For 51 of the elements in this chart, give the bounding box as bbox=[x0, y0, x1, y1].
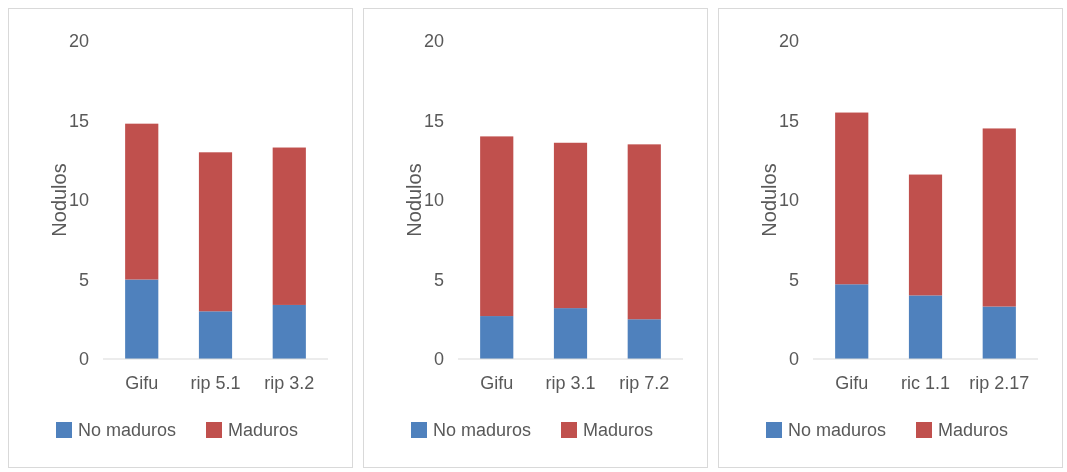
y-axis-title: Nodulos bbox=[758, 163, 780, 237]
y-tick-label: 0 bbox=[78, 349, 89, 370]
y-tick-label: 10 bbox=[68, 190, 89, 211]
x-tick-label: Gifu bbox=[835, 373, 869, 393]
y-axis-title: Nodulos bbox=[403, 163, 425, 237]
bar bbox=[198, 311, 233, 359]
bar bbox=[835, 284, 869, 359]
legend-label: Maduros bbox=[938, 420, 1009, 441]
y-tick-label: 0 bbox=[788, 349, 799, 370]
y-tick-label: 15 bbox=[68, 110, 89, 131]
bar bbox=[627, 319, 661, 359]
legend-label: Maduros bbox=[228, 420, 299, 441]
bar bbox=[908, 174, 943, 296]
bar bbox=[553, 308, 588, 359]
y-tick-label: 10 bbox=[778, 190, 799, 211]
y-tick-label: 20 bbox=[778, 31, 799, 52]
x-tick-label: Gifu bbox=[480, 373, 514, 393]
x-tick-label: rip 3.2 bbox=[264, 373, 315, 393]
x-tick-label: ric 1.1 bbox=[900, 373, 951, 393]
bar bbox=[982, 128, 1016, 307]
bar bbox=[982, 306, 1016, 359]
legend-label: Maduros bbox=[583, 420, 654, 441]
bar bbox=[125, 123, 159, 280]
bar bbox=[198, 152, 233, 312]
y-tick-label: 10 bbox=[423, 190, 444, 211]
y-tick-label: 0 bbox=[433, 349, 444, 370]
bar bbox=[553, 142, 588, 309]
x-tick-label: rip 5.1 bbox=[190, 373, 241, 393]
bar bbox=[272, 147, 306, 305]
bar bbox=[908, 295, 943, 359]
y-tick-label: 15 bbox=[423, 110, 444, 131]
y-tick-label: 15 bbox=[778, 110, 799, 131]
legend-label: No maduros bbox=[78, 420, 177, 441]
bar bbox=[480, 316, 514, 359]
x-tick-label: Gifu bbox=[125, 373, 159, 393]
y-tick-label: 5 bbox=[433, 269, 444, 290]
y-axis-title: Nodulos bbox=[48, 163, 70, 237]
x-tick-label: rip 7.2 bbox=[619, 373, 670, 393]
legend-label: No maduros bbox=[788, 420, 887, 441]
bar bbox=[272, 304, 306, 359]
legend-label: No maduros bbox=[433, 420, 532, 441]
bar bbox=[480, 136, 514, 317]
x-tick-label: rip 3.1 bbox=[545, 373, 596, 393]
x-tick-label: rip 2.17 bbox=[969, 373, 1030, 393]
bar bbox=[627, 144, 661, 320]
bar bbox=[835, 112, 869, 285]
y-tick-label: 20 bbox=[423, 31, 444, 52]
y-tick-label: 5 bbox=[78, 269, 89, 290]
y-tick-label: 20 bbox=[68, 31, 89, 52]
y-tick-label: 5 bbox=[788, 269, 799, 290]
bar bbox=[125, 279, 159, 359]
